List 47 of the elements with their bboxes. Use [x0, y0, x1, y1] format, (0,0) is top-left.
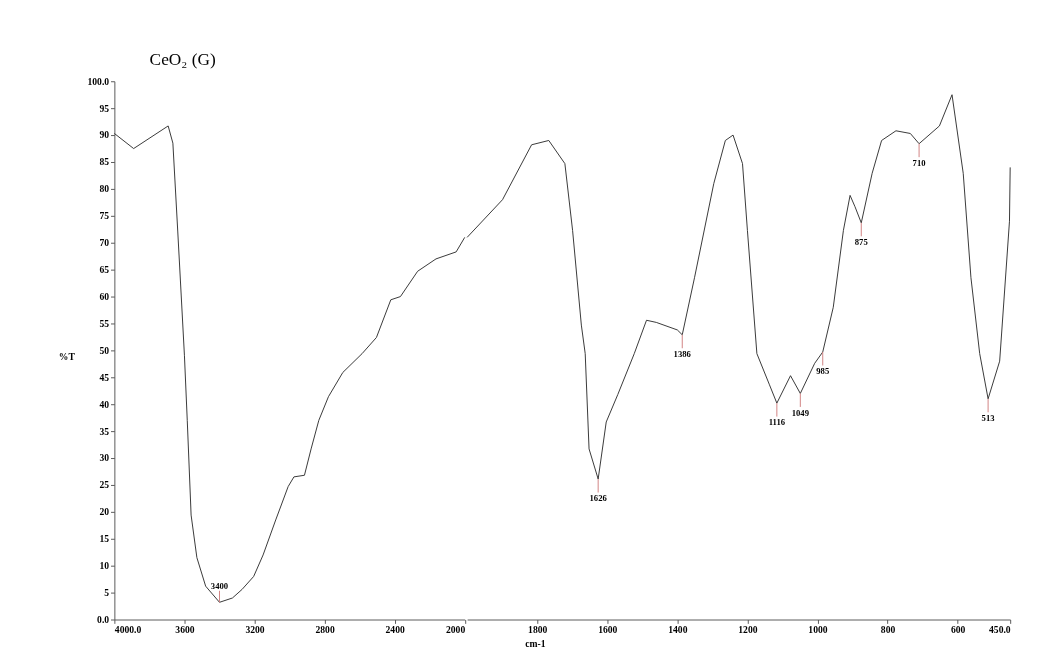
y-tick-label: 35	[99, 425, 110, 437]
y-tick-label: 20	[99, 506, 110, 518]
annotation: 513	[981, 412, 996, 423]
annotation: 3400	[210, 580, 229, 591]
annotation: 1116	[768, 417, 786, 428]
y-tick-label: 0.0	[97, 613, 110, 625]
x-tick-label: 600	[950, 624, 966, 636]
x-tick-label: 800	[880, 624, 896, 636]
x-tick-label: 2400	[385, 624, 405, 636]
x-tick-label: 1200	[738, 624, 758, 636]
y-tick-label: 85	[99, 156, 110, 168]
y-tick-label: 45	[99, 371, 110, 383]
y-tick-label: 70	[99, 237, 110, 249]
x-tick-label: 2000	[445, 624, 466, 636]
y-axis-title: %T	[58, 350, 76, 362]
y-tick-label: 100.0	[87, 75, 110, 87]
x-tick-label: 4000.0	[114, 624, 142, 636]
x-axis-title: cm-1	[525, 637, 546, 649]
x-tick-label: 450.0	[989, 624, 1011, 636]
y-tick-label: 95	[99, 102, 110, 114]
y-tick-label: 75	[99, 210, 110, 222]
y-tick-label: 5	[104, 586, 110, 598]
y-tick-label: 40	[99, 398, 110, 410]
x-tick-label: 1600	[598, 624, 618, 636]
annotation: 985	[816, 366, 830, 377]
x-tick-label: 1800	[528, 624, 548, 636]
annotation: 1049	[791, 407, 810, 418]
x-tick-label: 3600	[175, 624, 195, 636]
annotation: 1626	[589, 493, 608, 504]
y-tick-label: 60	[99, 290, 110, 302]
x-tick-label: 1000	[808, 624, 828, 636]
y-tick-label: 25	[99, 479, 110, 491]
y-tick-label: 10	[99, 560, 110, 572]
annotation: 875	[854, 236, 868, 247]
y-tick-label: 15	[99, 533, 110, 545]
y-tick-label: 30	[99, 452, 110, 464]
y-tick-label: 55	[99, 317, 110, 329]
annotation: 1386	[673, 348, 692, 359]
y-tick-label: 90	[99, 129, 110, 141]
x-tick-label: 1400	[668, 624, 688, 636]
y-tick-label: 50	[99, 344, 110, 356]
x-tick-label: 3200	[245, 624, 265, 636]
annotation: 710	[912, 157, 926, 168]
x-tick-label: 2800	[315, 624, 335, 636]
y-tick-label: 80	[99, 183, 110, 195]
chart-title: CeO₂ (G)	[149, 49, 216, 69]
y-tick-label: 65	[99, 264, 110, 276]
